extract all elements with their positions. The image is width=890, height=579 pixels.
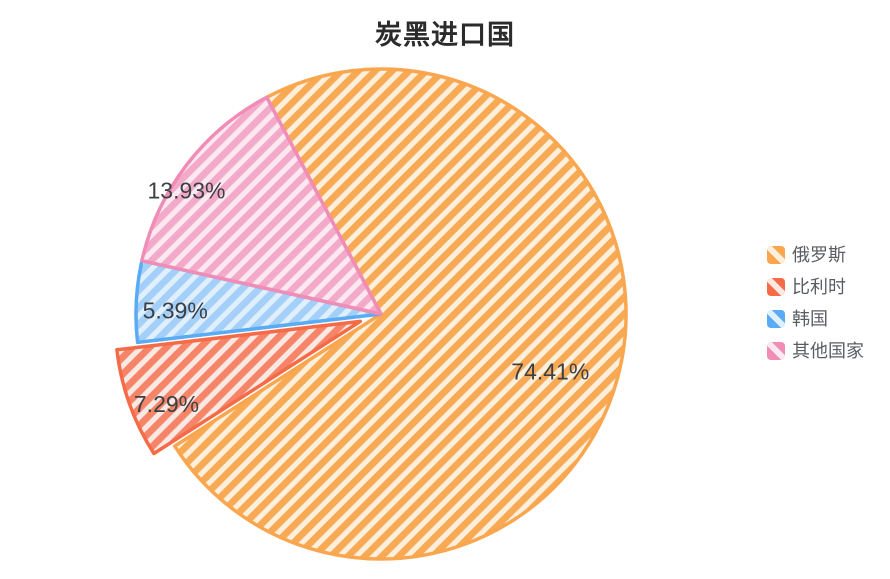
slice-percent-label-1: 74.41% (511, 359, 589, 385)
legend: 俄罗斯比利时韩国其他国家 (767, 246, 864, 360)
pie-slice-2[interactable] (115, 319, 363, 456)
legend-item-3[interactable]: 韩国 (767, 310, 864, 328)
legend-label: 韩国 (792, 309, 828, 329)
legend-label: 比利时 (792, 277, 846, 297)
legend-label: 其他国家 (792, 341, 864, 361)
legend-item-1[interactable]: 俄罗斯 (767, 246, 864, 264)
slice-percent-label-2: 7.29% (134, 391, 199, 417)
slice-percent-label-3: 5.39% (143, 298, 208, 324)
legend-swatch-icon (767, 342, 785, 360)
legend-swatch-icon (767, 246, 785, 264)
legend-swatch-icon (767, 310, 785, 328)
legend-label: 俄罗斯 (792, 245, 846, 265)
slice-percent-label-4: 13.93% (147, 178, 225, 204)
legend-item-4[interactable]: 其他国家 (767, 342, 864, 360)
chart-title: 炭黑进口国 (375, 20, 515, 50)
legend-swatch-icon (767, 278, 785, 296)
legend-item-2[interactable]: 比利时 (767, 278, 864, 296)
pie-slice-1[interactable] (172, 67, 628, 561)
pie-slice-4[interactable] (140, 95, 383, 316)
